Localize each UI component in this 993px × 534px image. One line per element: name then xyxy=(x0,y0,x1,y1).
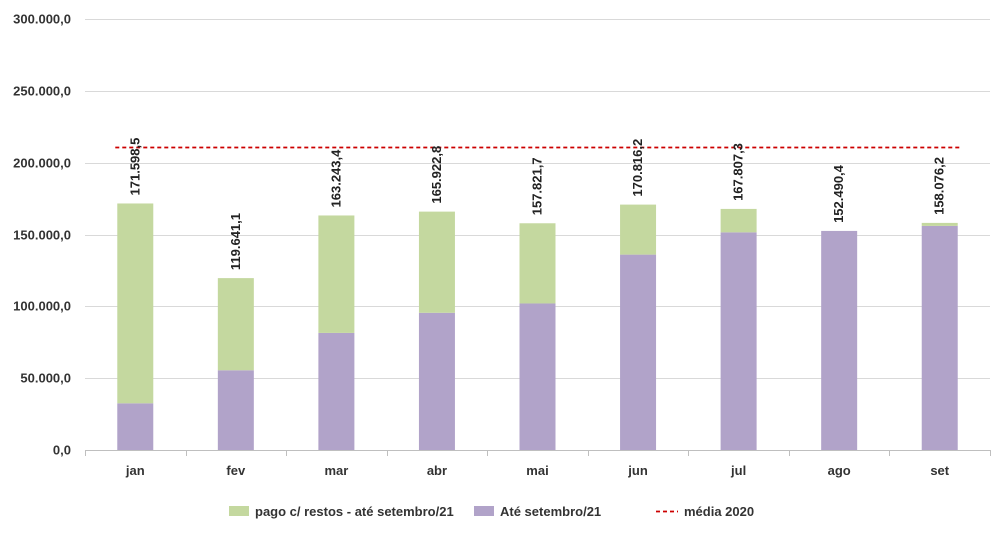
x-category-label: mai xyxy=(526,463,548,478)
bar-segment-ate-setembro xyxy=(821,230,858,450)
x-category-label: jul xyxy=(730,463,746,478)
bar-segment-pago-restos xyxy=(620,204,657,255)
bar-segment-pago-restos xyxy=(117,203,154,404)
bar-segment-pago-restos xyxy=(921,222,958,226)
bar-segment-pago-restos xyxy=(519,223,556,304)
bar-segment-pago-restos xyxy=(217,278,254,371)
bar-segment-pago-restos xyxy=(720,208,757,233)
data-label: 158.076,2 xyxy=(932,157,947,215)
legend-label: média 2020 xyxy=(684,504,754,519)
data-labels: 171.598,5 119.641,1 163.243,4 165.922,8 157.… xyxy=(127,138,946,270)
bar-segment-pago-restos xyxy=(318,215,355,333)
legend: pago c/ restos - até setembro/21 Até sete… xyxy=(229,504,754,519)
bar-segment-ate-setembro xyxy=(620,254,657,450)
bar-segment-ate-setembro xyxy=(117,403,154,450)
bar-segment-ate-setembro xyxy=(720,232,757,450)
x-category-label: abr xyxy=(427,463,447,478)
x-category-label: jun xyxy=(627,463,648,478)
data-label: 119.641,1 xyxy=(228,213,243,270)
y-axis: 0,0 50.000,0 100.000,0 150.000,0 200.000,0 25… xyxy=(13,12,71,458)
data-label: 167.807,3 xyxy=(731,143,746,201)
bar-segment-ate-setembro xyxy=(921,225,958,450)
x-axis: jan fev mar abr mai jun jul ago set xyxy=(85,450,991,478)
x-category-label: ago xyxy=(828,463,851,478)
legend-swatch xyxy=(474,506,494,516)
y-tick-label: 50.000,0 xyxy=(20,371,71,386)
x-category-label: jan xyxy=(125,463,145,478)
data-label: 165.922,8 xyxy=(429,146,444,204)
x-category-label: mar xyxy=(324,463,348,478)
bar-segment-ate-setembro xyxy=(318,332,355,450)
legend-label: pago c/ restos - até setembro/21 xyxy=(255,504,454,519)
x-category-label: set xyxy=(930,463,949,478)
bar-segment-ate-setembro xyxy=(519,303,556,450)
bars xyxy=(117,203,958,450)
bar-segment-ate-setembro xyxy=(418,312,455,450)
bar-segment-pago-restos xyxy=(418,211,455,313)
legend-swatch xyxy=(229,506,249,516)
y-tick-label: 250.000,0 xyxy=(13,84,71,99)
data-label: 157.821,7 xyxy=(530,157,545,215)
y-tick-label: 200.000,0 xyxy=(13,156,71,171)
data-label: 163.243,4 xyxy=(328,149,343,208)
legend-label: Até setembro/21 xyxy=(500,504,601,519)
y-tick-label: 100.000,0 xyxy=(13,299,71,314)
y-tick-label: 300.000,0 xyxy=(13,12,71,27)
data-label: 171.598,5 xyxy=(127,138,142,196)
y-tick-label: 150.000,0 xyxy=(13,228,71,243)
x-category-label: fev xyxy=(226,463,246,478)
data-label: 170.816,2 xyxy=(630,139,645,197)
bar-segment-ate-setembro xyxy=(217,370,254,450)
data-label: 152.490,4 xyxy=(831,164,846,223)
y-tick-label: 0,0 xyxy=(53,443,71,458)
